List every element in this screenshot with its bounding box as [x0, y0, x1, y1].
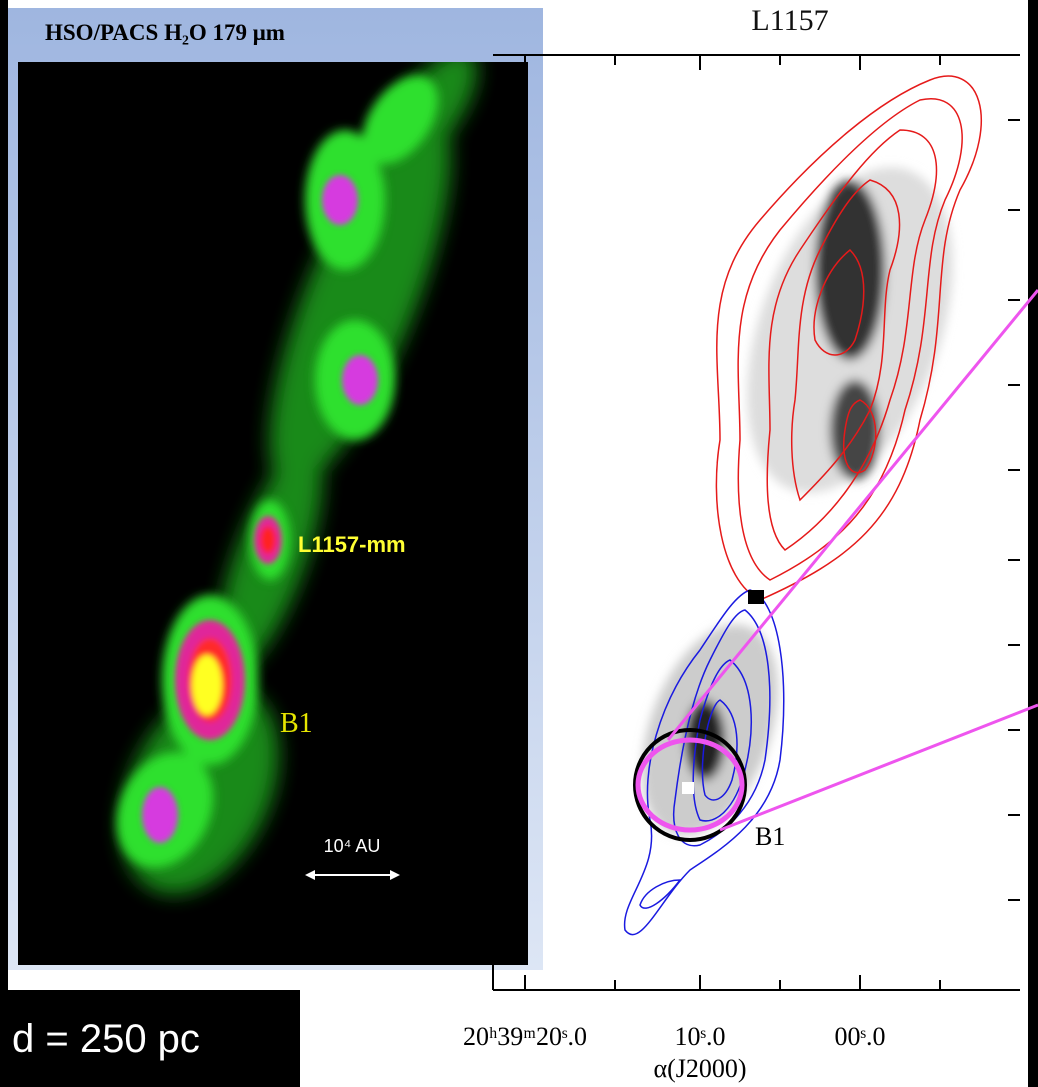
source-label: L1157-mm — [298, 532, 406, 557]
marker — [682, 782, 694, 794]
scale-bar-label: 10⁴ AU — [324, 836, 381, 856]
axes — [492, 54, 1020, 991]
x-tick-label: 00ˢ.0 — [834, 1022, 885, 1051]
zoom-indicator — [633, 289, 1038, 842]
emission-map — [116, 62, 478, 894]
x-axis-label: α(J2000) — [653, 1054, 746, 1083]
scale-bar — [305, 870, 400, 880]
distance-box — [0, 990, 300, 1087]
marker — [748, 590, 764, 604]
plot-title: L1157 — [751, 4, 828, 37]
x-tick-label: 10ˢ.0 — [674, 1022, 725, 1051]
source-label: B1 — [755, 822, 785, 851]
blue-contours — [623, 589, 785, 936]
distance: d = 250 pc — [12, 1017, 200, 1061]
x-tick-label: 20ʰ39ᵐ20ˢ.0 — [463, 1022, 587, 1051]
edge — [1028, 0, 1038, 1087]
red-contours — [715, 75, 982, 601]
source-label: B1 — [280, 708, 313, 739]
edge — [0, 0, 8, 1087]
panel-title: HSO/PACS H₂O 179 μm — [45, 20, 285, 45]
